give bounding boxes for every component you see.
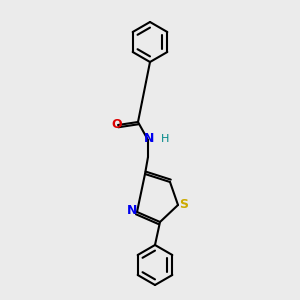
Text: N: N (144, 133, 154, 146)
Text: S: S (179, 197, 188, 211)
Text: O: O (112, 118, 122, 130)
Text: H: H (161, 134, 169, 144)
Text: N: N (127, 203, 137, 217)
